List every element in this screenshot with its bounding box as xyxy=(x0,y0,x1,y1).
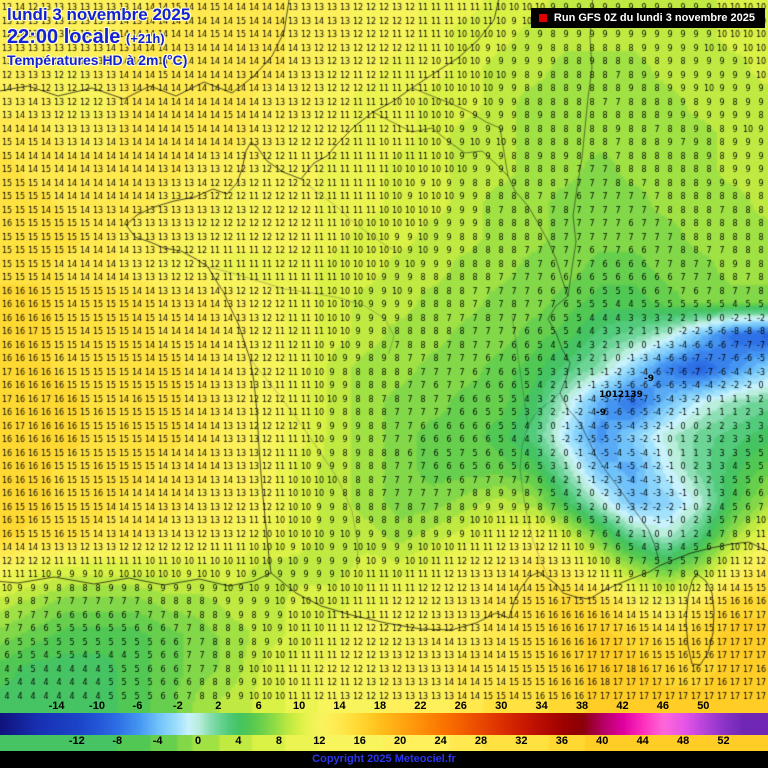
scale-label: 20 xyxy=(394,735,407,747)
map-date: lundi 3 novembre 2025 xyxy=(7,5,191,24)
scale-label: 0 xyxy=(195,735,202,747)
color-scale: -14 -10 -6 -2 2 6 10 14 18 22 26 30 34 38 42 46 50 -12 -8… xyxy=(0,700,768,750)
scale-label: 2 xyxy=(215,700,222,712)
scale-label: 50 xyxy=(697,700,710,712)
scale-label: 42 xyxy=(616,700,629,712)
scale-label: -10 xyxy=(89,700,105,712)
scale-label: 22 xyxy=(414,700,427,712)
scale-label: 34 xyxy=(535,700,548,712)
scale-label: 14 xyxy=(333,700,346,712)
scale-label: 8 xyxy=(275,735,282,747)
copyright-bar: Copyright 2025 Meteociel.fr xyxy=(0,751,768,768)
scale-label: 46 xyxy=(656,700,670,712)
scale-label: 26 xyxy=(454,700,467,712)
color-scale-bar xyxy=(0,713,768,735)
scale-label: 28 xyxy=(474,735,488,747)
scale-label: 52 xyxy=(717,735,730,747)
scale-label: -4 xyxy=(152,735,163,747)
scale-label: 16 xyxy=(353,735,366,747)
scale-label: 44 xyxy=(636,735,649,747)
scale-label: 36 xyxy=(555,735,568,747)
scale-label: 12 xyxy=(313,735,326,747)
copyright-text: Copyright 2025 Meteociel.fr xyxy=(312,753,456,765)
scale-label: 18 xyxy=(373,700,387,712)
run-info-box: Run GFS 0Z du lundi 3 novembre 2025 xyxy=(530,8,765,28)
map-variable-label: Températures HD à 2m (°C) xyxy=(7,51,188,68)
scale-label: 48 xyxy=(676,735,690,747)
scale-label: -14 xyxy=(48,700,65,712)
scale-labels-top: -14 -10 -6 -2 2 6 10 14 18 22 26 30 34 38 42 46 50 xyxy=(0,700,768,713)
scale-label: -8 xyxy=(112,735,123,747)
map-header: lundi 3 novembre 2025 22:00 locale (+21h… xyxy=(7,5,190,68)
scale-label: 30 xyxy=(495,700,508,712)
scale-label: 4 xyxy=(235,735,242,747)
scale-labels-bottom: -12 -8 -4 0 4 8 12 16 20 24 28 32 36 40 44 48 52 xyxy=(0,735,768,750)
map-local-time: 22:00 locale xyxy=(7,25,121,48)
scale-label: 32 xyxy=(515,735,528,747)
scale-label: 10 xyxy=(292,700,306,712)
scale-label: 38 xyxy=(575,700,589,712)
run-label: Run GFS 0Z du lundi 3 novembre 2025 xyxy=(553,12,755,24)
scale-label: -2 xyxy=(172,700,183,712)
scale-label: -6 xyxy=(132,700,143,712)
run-marker-icon xyxy=(538,14,547,22)
scale-label: 40 xyxy=(596,735,609,747)
map-forecast-offset: (+21h) xyxy=(125,30,165,46)
scale-label: 24 xyxy=(434,735,447,747)
scale-label: 6 xyxy=(255,700,262,712)
map-valid-time: 22:00 locale (+21h) xyxy=(7,26,190,49)
scale-label: -12 xyxy=(68,735,85,747)
